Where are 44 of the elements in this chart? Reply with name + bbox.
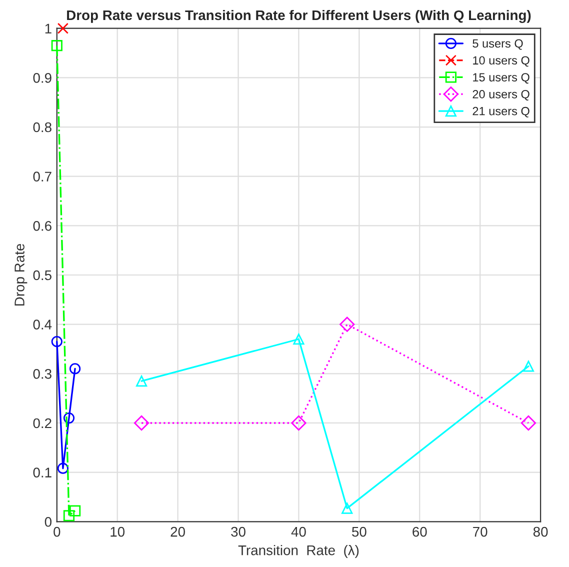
point (63, 412, 75, 424)
y-tick-label: 0.6 (33, 221, 52, 231)
chart-title: Drop Rate versus Transition Rate for Different Users (With Q Learning) (67, 10, 531, 23)
point (51, 40, 62, 52)
point (57, 462, 68, 474)
y-tick-label: 0.1 (33, 468, 52, 478)
y-tick-label: 0.9 (33, 73, 52, 83)
y-tick-label: 0.7 (33, 172, 52, 182)
point (522, 360, 534, 372)
x-tick-label: 70 (473, 526, 488, 537)
y-tick-label: 0.8 (33, 122, 52, 132)
legend-label: 10 users Q (473, 56, 530, 67)
point (136, 375, 148, 387)
point (69, 363, 81, 374)
point (134, 415, 150, 431)
y-tick-label: 0.5 (33, 270, 52, 280)
point (57, 22, 68, 34)
x-tick-label: 80 (533, 526, 548, 537)
point (291, 415, 306, 431)
point (342, 502, 353, 514)
x-tick-label: 40 (291, 526, 306, 537)
x-tick-label: 50 (352, 526, 366, 537)
point (51, 336, 62, 348)
point (520, 415, 536, 431)
point (69, 505, 81, 516)
x-tick-label: 60 (412, 526, 427, 537)
x-tick-label: 0 (54, 526, 60, 537)
legend-label: 15 users Q (473, 73, 530, 84)
point (63, 510, 75, 522)
y-tick-label: 0.2 (33, 418, 52, 428)
x-axis-title: Transition Rate (λ) (238, 545, 359, 558)
y-tick-label: 0 (44, 516, 52, 527)
legend-label: 5 users Q (472, 39, 523, 50)
x-tick-label: 20 (170, 526, 185, 537)
legend-label: 20 users Q (472, 90, 530, 100)
y-tick-label: 1 (45, 24, 52, 34)
y-tick-label: 0.3 (33, 368, 52, 379)
y-axis-title: Drop Rate (14, 244, 28, 306)
legend-label: 21 users Q (472, 106, 530, 118)
x-tick-label: 30 (231, 526, 246, 537)
y-tick-label: 0.4 (33, 320, 52, 330)
point (340, 316, 355, 332)
x-tick-label: 10 (110, 526, 125, 537)
point (293, 334, 304, 345)
